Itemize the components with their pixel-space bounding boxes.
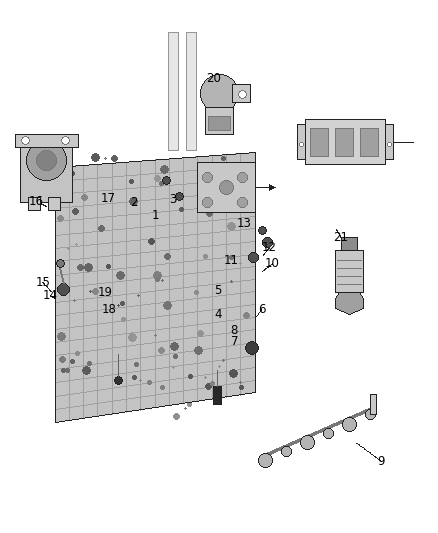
- Text: 7: 7: [230, 335, 238, 348]
- Text: 21: 21: [333, 231, 348, 244]
- Text: 10: 10: [265, 257, 280, 270]
- Text: 15: 15: [35, 276, 50, 289]
- Text: 17: 17: [101, 192, 116, 205]
- Text: 5: 5: [215, 284, 222, 297]
- Text: 18: 18: [101, 303, 116, 316]
- Text: 9: 9: [377, 455, 385, 467]
- Text: 2: 2: [130, 196, 138, 209]
- Text: 6: 6: [258, 303, 266, 316]
- Text: 13: 13: [237, 217, 252, 230]
- Text: 11: 11: [224, 254, 239, 266]
- Text: 12: 12: [262, 241, 277, 254]
- Text: 16: 16: [28, 195, 43, 208]
- Text: 3: 3: [170, 193, 177, 206]
- Text: 8: 8: [231, 324, 238, 337]
- Text: 14: 14: [43, 289, 58, 302]
- Text: 4: 4: [214, 308, 222, 321]
- Text: 19: 19: [98, 286, 113, 298]
- Text: 20: 20: [206, 72, 221, 85]
- Text: 1: 1: [152, 209, 159, 222]
